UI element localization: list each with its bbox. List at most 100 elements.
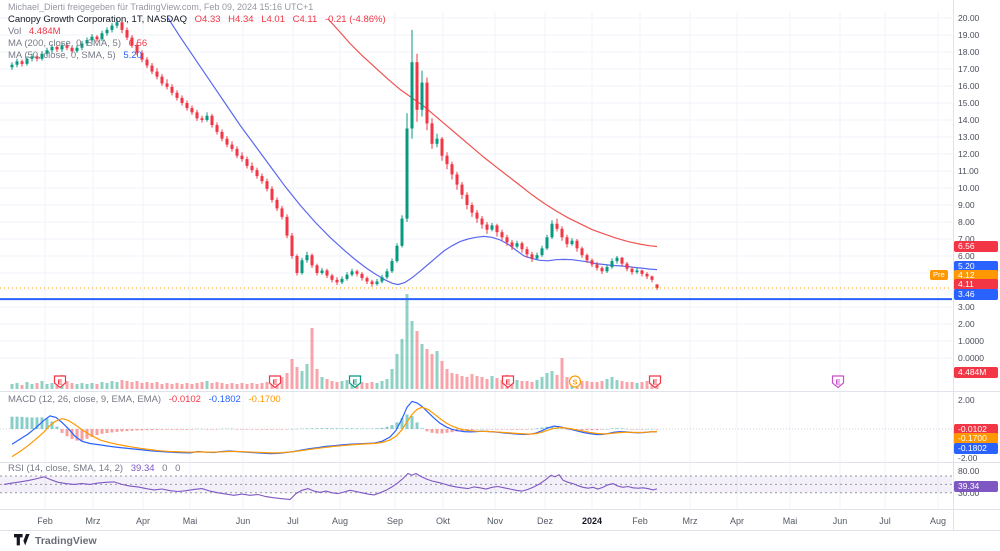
price-axis-badge: 6.56 [954,240,998,252]
price-axis-tick: 19.00 [958,30,980,40]
earnings-marker[interactable]: E [648,375,662,389]
bottom-toolbar: TradingView [14,534,97,547]
time-axis-tick: Jul [287,516,299,526]
svg-text:E: E [352,378,357,387]
time-axis[interactable]: Feb Mrz Apr Mai Jun Jul Aug Sep Okt Nov Dez 2024 Feb… [0,511,1000,530]
price-axis-tick: 14.00 [958,115,980,125]
macd-hist-value: -0.0102 [168,394,201,405]
earnings-marker[interactable]: E [268,375,282,389]
time-axis-tick: Feb [37,516,53,526]
premarket-label: Pre [930,270,948,280]
time-axis-tick: Mrz [682,516,698,526]
price-axis-tick: 2.00 [958,395,975,405]
price-axis-tick: -2.00 [958,453,978,463]
tradingview-logo-icon[interactable] [14,534,30,547]
ohlc-high: H4.34 [228,14,254,25]
time-axis-tick: Mai [782,516,798,526]
ma200-label: MA (200, close, 0, SMA, 5) [8,38,121,49]
price-axis[interactable]: 20.00 19.00 18.00 17.00 16.00 15.00 14.00 13.00… [953,0,1000,530]
price-axis-tick: 8.00 [958,217,975,227]
earnings-marker[interactable]: E [53,375,67,389]
time-axis-tick: Jun [832,516,848,526]
pane-separators [0,0,1000,531]
rsi-value: 39.34 [130,463,155,474]
ma200-value: 6.56 [128,38,148,49]
price-axis-tick: 18.00 [958,47,980,57]
macd-line-value: -0.1802 [208,394,241,405]
ohlc-open: O4.33 [194,14,221,25]
volume-series [10,294,659,389]
change-value: -0.21 (-4.86%) [324,14,386,25]
price-axis-tick: 2.00 [958,319,975,329]
price-axis-badge: 39.34 [954,480,998,492]
price-axis-tick: 80.00 [958,466,980,476]
time-axis-tick: Apr [135,516,151,526]
time-axis-tick: Sep [386,516,404,526]
price-axis-tick: 16.00 [958,81,980,91]
symbol-legend-row[interactable]: Canopy Growth Corporation, 1T, NASDAQ O4… [8,14,386,26]
rsi-extra-1: 0 [162,463,168,474]
rsi-line [3,472,658,501]
volume-label: Vol [8,26,22,37]
price-axis-badge: 3.46 [954,288,998,300]
price-axis-tick: 17.00 [958,64,980,74]
ma200-legend-row[interactable]: MA (200, close, 0, SMA, 5) 6.56 [8,38,386,50]
price-axis-tick: 0.0000 [958,353,984,363]
macd-label: MACD (12, 26, close, 9, EMA, EMA) [8,394,162,405]
time-axis-tick: Nov [486,516,504,526]
time-axis-tick: Jul [879,516,891,526]
price-axis-badge: 4.12 [954,269,998,281]
svg-text:E: E [835,378,840,387]
svg-text:S: S [572,378,577,387]
volume-value: 4.484M [28,26,61,37]
price-axis-tick: 20.00 [958,13,980,23]
macd-legend[interactable]: MACD (12, 26, close, 9, EMA, EMA) -0.010… [8,394,281,406]
tradingview-logo-text[interactable]: TradingView [35,534,97,547]
time-axis-tick: Aug [929,516,947,526]
price-axis-tick: 11.00 [958,166,979,176]
time-axis-tick: Feb [632,516,648,526]
price-axis-tick: 30.00 [958,488,980,498]
ma50-legend-row[interactable]: MA (50, close, 0, SMA, 5) 5.20 [8,50,386,62]
svg-text:E: E [505,378,510,387]
price-axis-tick: 6.00 [958,251,975,261]
svg-text:E: E [57,378,62,387]
time-axis-tick: Mai [182,516,198,526]
grid-lines [0,12,952,509]
time-axis-tick: Mrz [85,516,101,526]
price-axis-badge: -0.0102 [954,423,998,435]
split-marker[interactable]: S [568,375,582,388]
macd-pane [0,400,952,458]
earnings-marker[interactable]: E [831,375,845,389]
svg-text:E: E [652,378,657,387]
earnings-marker[interactable]: E [348,375,362,389]
svg-text:E: E [272,378,277,387]
macd-signal-value: -0.1700 [248,394,281,405]
ma200-line [327,18,658,248]
rsi-label: RSI (14, close, SMA, 14, 2) [8,463,124,474]
price-axis-tick: 9.00 [958,200,975,210]
earnings-marker[interactable]: E [501,375,515,389]
rsi-extra-2: 0 [175,463,181,474]
price-axis-tick: 3.00 [958,302,975,312]
symbol-title: Canopy Growth Corporation, 1T, NASDAQ [8,14,187,25]
price-axis-badge: 5.20 [954,260,998,272]
price-axis-tick: 1.0000 [958,336,984,346]
candlestick-series [10,18,659,290]
ma50-label: MA (50, close, 0, SMA, 5) [8,50,116,61]
time-axis-tick: 2024 [581,516,603,526]
time-axis-tick: Dez [536,516,554,526]
ohlc-low: L4.01 [261,14,285,25]
price-axis-tick: 12.00 [958,149,980,159]
price-axis-tick: 15.00 [958,98,980,108]
price-axis-badge: 4.11 [954,278,998,290]
volume-legend-row[interactable]: Vol 4.484M [8,26,386,38]
time-axis-tick: Okt [435,516,451,526]
ohlc-close: C4.11 [292,14,318,25]
price-axis-tick: 13.00 [958,132,980,142]
time-axis-tick: Aug [331,516,349,526]
rsi-legend[interactable]: RSI (14, close, SMA, 14, 2) 39.34 0 0 [8,463,180,475]
